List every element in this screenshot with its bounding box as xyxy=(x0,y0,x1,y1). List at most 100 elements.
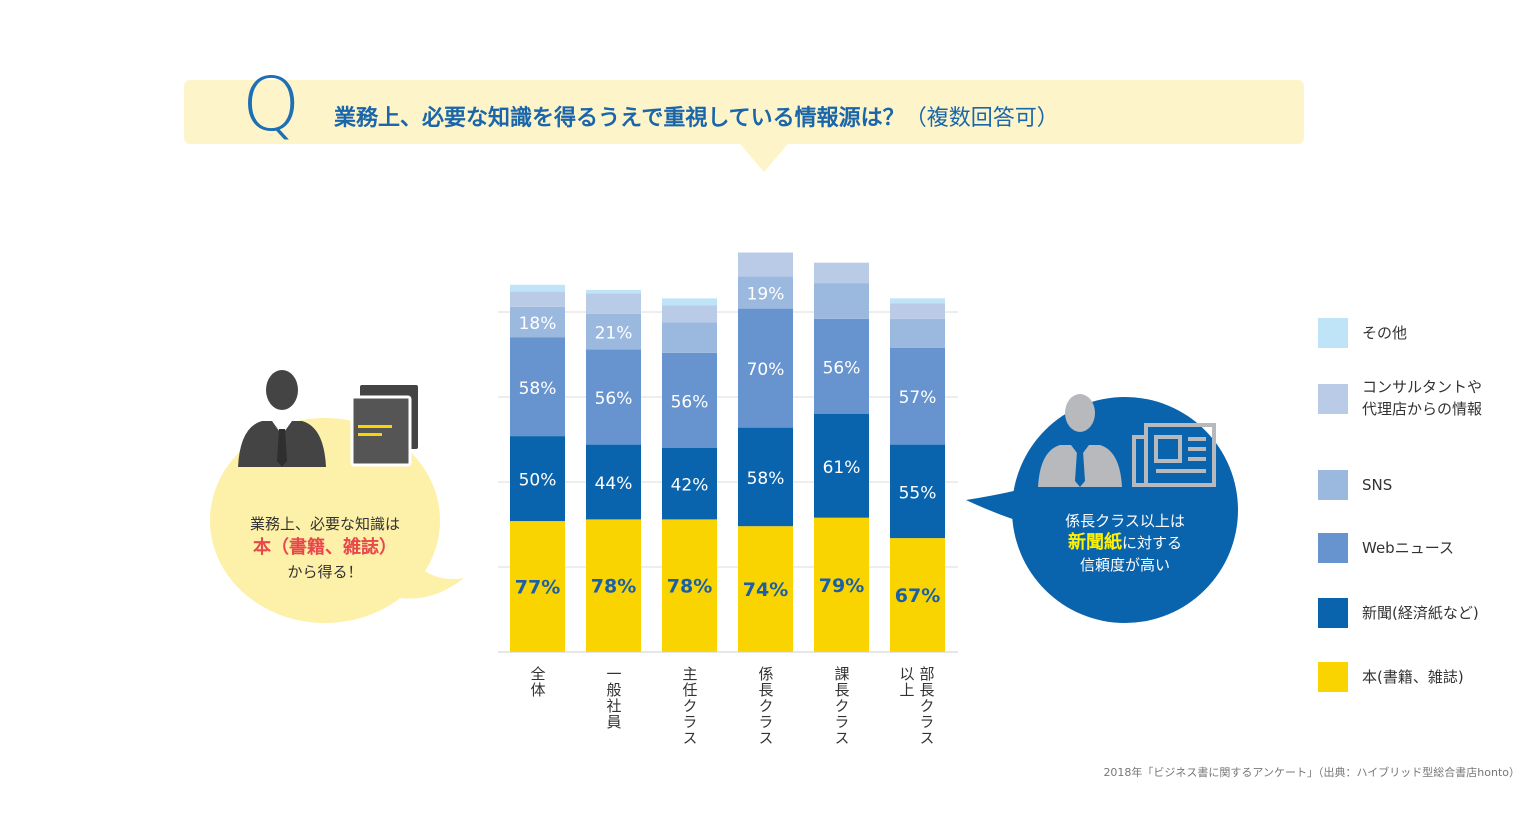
legend-swatch xyxy=(1318,384,1348,414)
right-callout-tail xyxy=(966,486,1034,526)
legend-label: コンサルタントや 代理店からの情報 xyxy=(1362,378,1483,418)
bar-segment xyxy=(890,347,945,445)
legend-swatch xyxy=(1318,533,1348,563)
bar-segment xyxy=(662,298,717,306)
question-note: （複数回答可） xyxy=(904,106,1059,131)
bar-segment xyxy=(510,436,565,522)
question-letter: Q xyxy=(242,62,301,148)
data-label: 18% xyxy=(519,314,557,334)
businessman-icon xyxy=(238,370,326,467)
right-icons xyxy=(1038,394,1216,487)
bar-segment xyxy=(814,318,869,414)
bar-segment xyxy=(662,352,717,448)
legend-swatch xyxy=(1318,318,1348,348)
question-banner xyxy=(184,80,1304,172)
bar-segment xyxy=(890,298,945,304)
category-label: 係長クラス xyxy=(756,666,775,746)
data-label: 56% xyxy=(595,389,633,409)
data-label: 42% xyxy=(671,476,709,496)
bar-segment xyxy=(814,262,869,284)
category-label: 一般社員 xyxy=(604,666,623,730)
bar-segment xyxy=(890,303,945,319)
data-label: 78% xyxy=(591,576,636,598)
bar-segment xyxy=(662,305,717,323)
right-callout-bubble xyxy=(1012,397,1238,623)
right-callout-text: 係長クラス以上は 新聞紙に対する 信頼度が高い xyxy=(1016,510,1234,576)
bar-segment xyxy=(890,318,945,348)
data-label: 55% xyxy=(899,483,937,503)
bar-segment xyxy=(814,283,869,319)
data-label: 61% xyxy=(823,458,861,478)
bar-segment xyxy=(662,322,717,353)
bar-segment xyxy=(510,306,565,338)
data-label: 77% xyxy=(515,577,560,599)
books-icon xyxy=(350,385,418,467)
bar-segment xyxy=(890,538,945,652)
bar-segment xyxy=(738,252,793,277)
bar-segment xyxy=(586,444,641,520)
bar-segment xyxy=(814,517,869,652)
data-label: 58% xyxy=(747,469,785,489)
legend-label: 新聞(経済紙など) xyxy=(1362,604,1479,622)
data-label: 67% xyxy=(895,585,940,607)
bar-segment xyxy=(586,293,641,314)
bar-segment xyxy=(738,308,793,428)
legend-label: 本(書籍、雑誌) xyxy=(1362,668,1464,686)
left-callout-highlight: 本（書籍、雑誌） xyxy=(253,537,397,558)
bar-segment xyxy=(586,349,641,445)
data-label: 58% xyxy=(519,379,557,399)
question-text: 業務上、必要な知識を得るうえで重視している情報源は？（複数回答可） xyxy=(334,100,1059,132)
bar-segment xyxy=(510,521,565,652)
bar-segment xyxy=(586,519,641,652)
bar-segment xyxy=(662,448,717,520)
legend-label: その他 xyxy=(1362,324,1408,342)
legend-swatch xyxy=(1318,598,1348,628)
bar-segment xyxy=(510,291,565,307)
category-label: 全体 xyxy=(528,666,547,698)
right-callout-line2: 新聞紙に対する xyxy=(1016,532,1234,554)
data-label: 44% xyxy=(595,474,633,494)
newspaper-icon xyxy=(1132,423,1216,487)
data-label: 56% xyxy=(823,358,861,378)
bar-segment xyxy=(814,414,869,518)
data-label: 50% xyxy=(519,471,557,491)
data-label: 56% xyxy=(671,392,709,412)
left-callout-text: 業務上、必要な知識は 本（書籍、雑誌） から得る！ xyxy=(214,512,436,584)
data-label: 79% xyxy=(819,575,864,597)
bar-segment xyxy=(586,313,641,350)
legend-swatch xyxy=(1318,662,1348,692)
data-label: 78% xyxy=(667,576,712,598)
bar-segment xyxy=(510,284,565,292)
bar-segment xyxy=(738,526,793,652)
bar-segment xyxy=(890,444,945,539)
source-note: 2018年「ビジネス書に関するアンケート」（出典：ハイブリッド型総合書店hont… xyxy=(1103,766,1520,779)
businessman-icon xyxy=(1038,394,1122,487)
category-label: 主任クラス xyxy=(680,666,699,746)
right-callout-line3: 信頼度が高い xyxy=(1079,556,1170,574)
data-label: 21% xyxy=(595,324,633,344)
data-label: 74% xyxy=(743,579,788,601)
legend-swatch xyxy=(1318,470,1348,500)
bar-segment xyxy=(662,519,717,652)
bar-segment xyxy=(738,427,793,527)
legend-label: Webニュース xyxy=(1362,539,1454,557)
right-callout-line2-rest: に対する xyxy=(1121,534,1182,552)
bar-segment xyxy=(738,276,793,309)
bar-segment xyxy=(510,337,565,437)
left-callout-tail xyxy=(400,550,464,599)
data-label: 70% xyxy=(747,360,785,380)
category-label: 部長クラス xyxy=(917,666,936,746)
data-label: 19% xyxy=(747,284,785,304)
category-label: 課長クラス xyxy=(832,666,851,746)
right-callout-line1: 係長クラス以上は xyxy=(1065,512,1185,530)
right-callout-highlight: 新聞紙 xyxy=(1067,532,1122,553)
category-label: 以上 xyxy=(897,666,916,698)
banner-pointer xyxy=(740,144,788,172)
left-callout-line1: 業務上、必要な知識は xyxy=(249,515,400,533)
data-label: 57% xyxy=(899,388,937,408)
left-icons xyxy=(238,370,418,467)
question-main: 業務上、必要な知識を得るうえで重視している情報源は？ xyxy=(334,106,905,131)
legend-label: SNS xyxy=(1362,476,1393,494)
left-callout-line3: から得る！ xyxy=(287,563,363,581)
